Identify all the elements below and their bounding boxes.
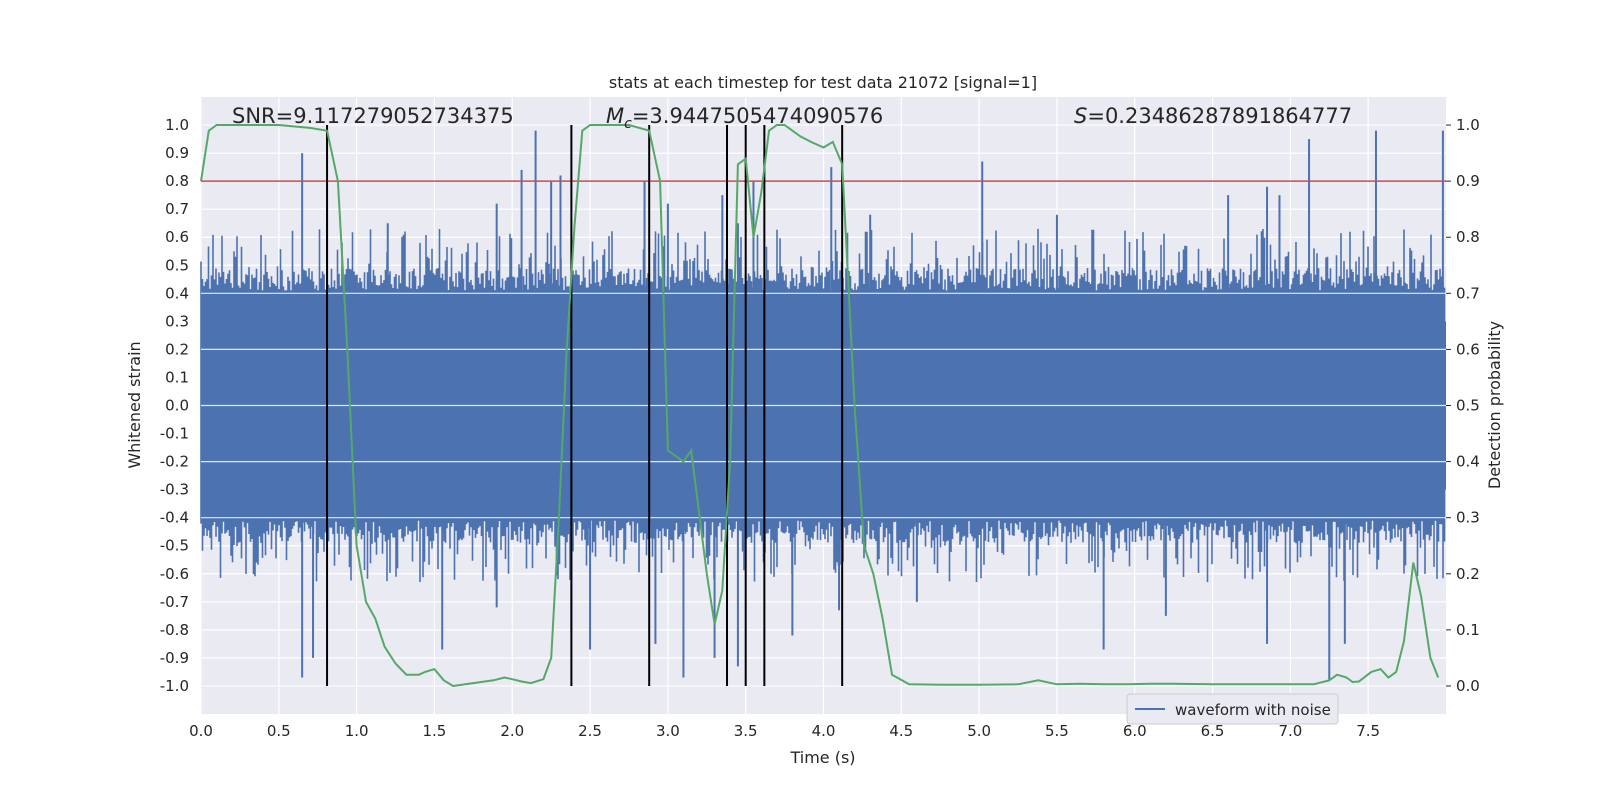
y2-tick-label: 0.9 xyxy=(1456,172,1480,190)
y-tick-label: -0.9 xyxy=(160,649,189,667)
x-tick-label: 1.0 xyxy=(345,722,369,740)
x-tick-label: 7.5 xyxy=(1356,722,1380,740)
x-tick-label: 7.0 xyxy=(1278,722,1302,740)
legend-box xyxy=(1126,693,1339,725)
y-tick-label: 0.7 xyxy=(165,200,189,218)
chirp-mass-value: =3.9447505474090576 xyxy=(632,104,883,128)
waveform-series xyxy=(200,130,1446,681)
x-tick-label: 6.0 xyxy=(1123,722,1147,740)
y2-axis-label: Detection probability xyxy=(1485,321,1504,489)
y-tick-label: -0.3 xyxy=(160,481,189,499)
s-value: =0.23486287891864777 xyxy=(1087,104,1352,128)
y2-tick-label: 0.5 xyxy=(1456,397,1480,415)
chirp-mass-annotation: Mc=3.9447505474090576 xyxy=(606,104,883,132)
x-tick-label: 0.5 xyxy=(267,722,291,740)
event-lines xyxy=(326,125,844,686)
x-tick-label: 4.0 xyxy=(812,722,836,740)
x-tick-label: 0.0 xyxy=(189,722,213,740)
y-tick-label: -0.5 xyxy=(160,537,189,555)
x-axis-label: Time (s) xyxy=(789,748,855,767)
x-tick-label: 3.0 xyxy=(656,722,680,740)
s-symbol: S xyxy=(1074,104,1087,128)
x-tick-label: 5.0 xyxy=(967,722,991,740)
y2-tick-label: 0.3 xyxy=(1456,509,1480,527)
x-tick-label: 2.0 xyxy=(500,722,524,740)
legend-label: waveform with noise xyxy=(1175,701,1331,719)
y-tick-label: 0.5 xyxy=(165,256,189,274)
y-tick-label: -0.7 xyxy=(160,593,189,611)
y-tick-label: 0.3 xyxy=(165,312,189,330)
y2-tick-label: 0.8 xyxy=(1456,228,1480,246)
s-annotation: S=0.23486287891864777 xyxy=(1074,104,1352,128)
x-tick-label: 6.5 xyxy=(1201,722,1225,740)
y2-tick-label: 1.0 xyxy=(1456,116,1480,134)
y-axis-label: Whitened strain xyxy=(125,341,144,468)
detection-probability-line xyxy=(200,124,1440,688)
y2-tick-label: 0.6 xyxy=(1456,340,1480,358)
y-tick-label: -0.8 xyxy=(160,621,189,639)
x-tick-label: 3.5 xyxy=(734,722,758,740)
chirp-mass-subscript: c xyxy=(624,116,632,132)
y2-tick-label: 0.7 xyxy=(1456,284,1480,302)
y2-tick-label: 0.2 xyxy=(1456,565,1480,583)
x-tick-label: 1.5 xyxy=(423,722,447,740)
y-tick-label: 0.1 xyxy=(165,368,189,386)
y-tick-label: 1.0 xyxy=(165,116,189,134)
y-tick-label: 0.0 xyxy=(165,397,189,415)
y-tick-label: 0.8 xyxy=(165,172,189,190)
y-tick-label: 0.6 xyxy=(165,228,189,246)
y-tick-label: 0.4 xyxy=(165,284,189,302)
legend: waveform with noise xyxy=(1126,693,1339,725)
y-tick-label: 0.9 xyxy=(165,144,189,162)
y2-tick-label: 0.1 xyxy=(1456,621,1480,639)
y-tick-label: -1.0 xyxy=(160,677,189,695)
x-tick-label: 4.5 xyxy=(889,722,913,740)
chart-title: stats at each timestep for test data 210… xyxy=(609,73,1037,92)
x-tick-label: 2.5 xyxy=(578,722,602,740)
y2-tick-label: 0.4 xyxy=(1456,453,1480,471)
ticks: 0.0 0.5 1.0 1.5 2.0 2.5 3.0 3.5 4.0 4.5 5.0 5.5 6.0 6… xyxy=(160,116,1480,740)
y2-tick-label: 0.0 xyxy=(1456,677,1480,695)
y-tick-label: 0.2 xyxy=(165,340,189,358)
y-tick-label: -0.2 xyxy=(160,453,189,471)
chirp-mass-symbol: M xyxy=(606,104,624,128)
snr-annotation: SNR=9.117279052734375 xyxy=(232,104,514,128)
y-tick-label: -0.4 xyxy=(160,509,189,527)
y-tick-label: -0.6 xyxy=(160,565,189,583)
x-tick-label: 5.5 xyxy=(1045,722,1069,740)
y-tick-label: -0.1 xyxy=(160,425,189,443)
